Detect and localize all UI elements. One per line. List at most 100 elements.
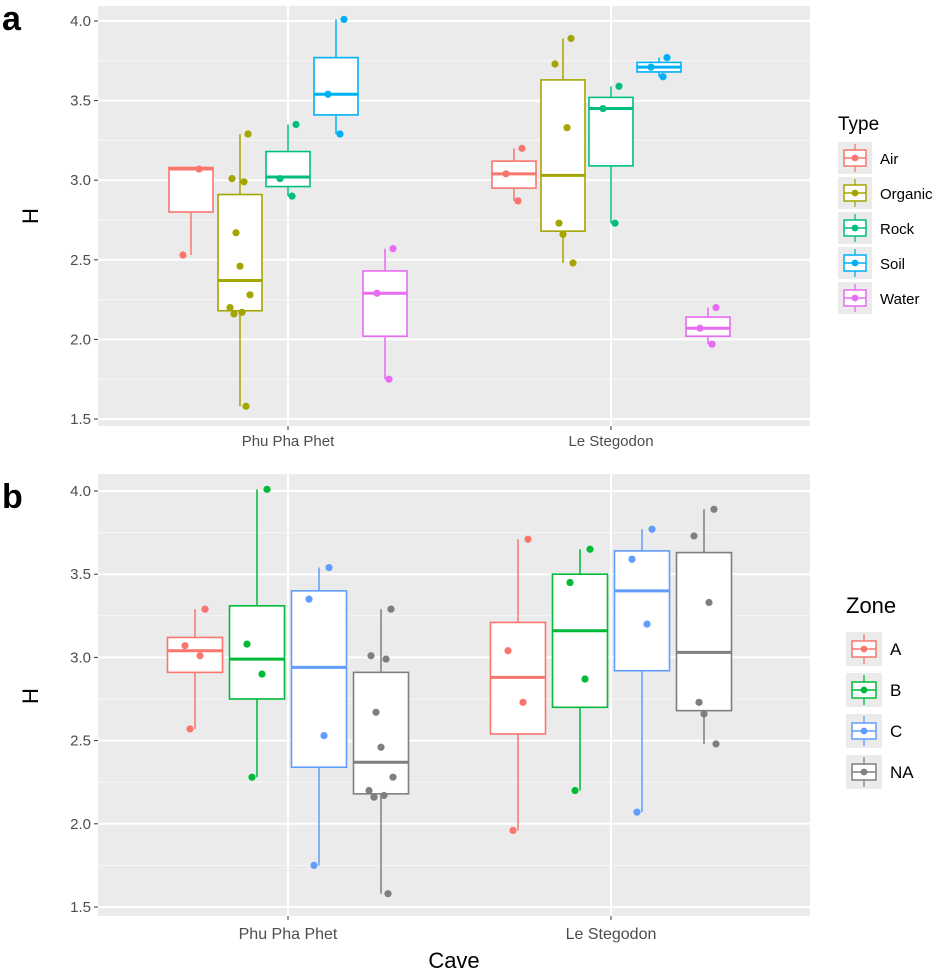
legend-key-point: [860, 768, 868, 776]
box-air-le-stegodon: [491, 144, 537, 205]
panel-b-boxplots: [166, 485, 733, 898]
data-point: [615, 82, 623, 90]
box-body: [265, 150, 311, 188]
data-point: [708, 340, 716, 348]
data-point: [276, 175, 284, 183]
data-point: [230, 310, 238, 318]
data-point: [514, 197, 522, 205]
y-tick-label: 1.5: [70, 899, 91, 916]
box-na-le-stegodon: [675, 505, 733, 748]
panel-a-y-axis-title: H: [18, 208, 43, 224]
data-point: [248, 773, 256, 781]
data-point: [569, 259, 577, 267]
data-point: [244, 130, 252, 138]
box-body: [290, 590, 348, 769]
data-point: [382, 655, 390, 663]
legend-item-na: NA: [846, 755, 914, 789]
legend-item-water: Water: [838, 282, 919, 314]
panel-b-y-axis-title: H: [18, 688, 43, 704]
data-point: [712, 740, 720, 748]
legend-label: Organic: [880, 186, 933, 203]
data-point: [509, 826, 517, 835]
data-point: [710, 505, 718, 513]
data-point: [232, 229, 240, 237]
box-b-le-stegodon: [551, 545, 609, 795]
data-point: [196, 652, 204, 660]
box-body: [540, 79, 586, 232]
data-point: [599, 104, 607, 113]
data-point: [336, 130, 344, 138]
data-point: [559, 230, 567, 238]
data-point: [377, 743, 385, 751]
data-point: [690, 532, 698, 540]
panel-b-x-axis-title: Cave: [428, 948, 479, 973]
panel-b-legend: Zone A B C NA: [846, 593, 914, 789]
x-tick-label: Le Stegodon: [566, 926, 657, 943]
legend-key-point: [860, 645, 868, 653]
data-point: [611, 219, 619, 227]
box-body: [217, 193, 263, 312]
y-tick-label: 3.5: [70, 566, 91, 583]
legend-item-rock: Rock: [838, 212, 915, 244]
legend-key-point: [851, 224, 859, 232]
data-point: [310, 861, 318, 870]
data-point: [288, 192, 296, 200]
legend-label: Rock: [880, 221, 915, 238]
y-tick-label: 4.0: [70, 483, 91, 500]
box-body: [228, 605, 286, 700]
data-point: [663, 54, 671, 62]
data-point: [648, 525, 656, 533]
data-point: [305, 595, 313, 603]
legend-key-point: [860, 686, 868, 694]
y-tick-label: 2.0: [70, 816, 91, 833]
data-point: [367, 652, 375, 660]
data-point: [387, 605, 395, 613]
legend-b-title: Zone: [846, 593, 896, 618]
y-tick-label: 3.5: [70, 93, 91, 110]
data-point: [551, 60, 559, 68]
data-point: [389, 773, 397, 781]
data-point: [555, 219, 563, 227]
box-organic-le-stegodon: [540, 34, 586, 267]
data-point: [373, 289, 381, 297]
box-air-phu-pha-phet: [168, 165, 214, 259]
box-body: [313, 56, 359, 116]
box-organic-phu-pha-phet: [217, 130, 263, 410]
y-tick-label: 2.5: [70, 733, 91, 750]
x-tick-label: Phu Pha Phet: [242, 433, 335, 450]
data-point: [384, 890, 392, 898]
data-point: [263, 485, 271, 493]
box-c-phu-pha-phet: [290, 563, 348, 870]
data-point: [659, 73, 667, 81]
data-point: [504, 647, 512, 655]
data-point: [181, 642, 189, 650]
panel-b-x-axis: Phu Pha Phet Le Stegodon: [239, 916, 657, 943]
data-point: [186, 725, 194, 733]
data-point: [228, 175, 236, 183]
box-body: [166, 636, 224, 674]
data-point: [524, 535, 532, 543]
legend-item-organic: Organic: [838, 177, 933, 209]
box-b-phu-pha-phet: [228, 485, 286, 781]
data-point: [365, 786, 373, 795]
legend-item-air: Air: [838, 142, 898, 174]
data-point: [242, 402, 250, 410]
data-point: [712, 303, 720, 312]
box-water-le-stegodon: [685, 303, 731, 348]
box-a-phu-pha-phet: [166, 605, 224, 733]
y-tick-label: 2.5: [70, 252, 91, 269]
legend-item-a: A: [846, 632, 902, 666]
panel-letter-a: a: [2, 0, 22, 38]
data-point: [320, 732, 328, 740]
legend-label: Water: [880, 291, 919, 308]
data-point: [628, 555, 636, 563]
data-point: [385, 375, 393, 383]
data-point: [372, 708, 380, 716]
box-c-le-stegodon: [613, 525, 671, 816]
legend-label: Soil: [880, 256, 905, 273]
data-point: [571, 786, 579, 795]
box-rock-le-stegodon: [588, 82, 634, 227]
panel-a-x-axis: Phu Pha Phet Le Stegodon: [242, 426, 654, 450]
data-point: [567, 34, 575, 43]
data-point: [195, 165, 203, 173]
